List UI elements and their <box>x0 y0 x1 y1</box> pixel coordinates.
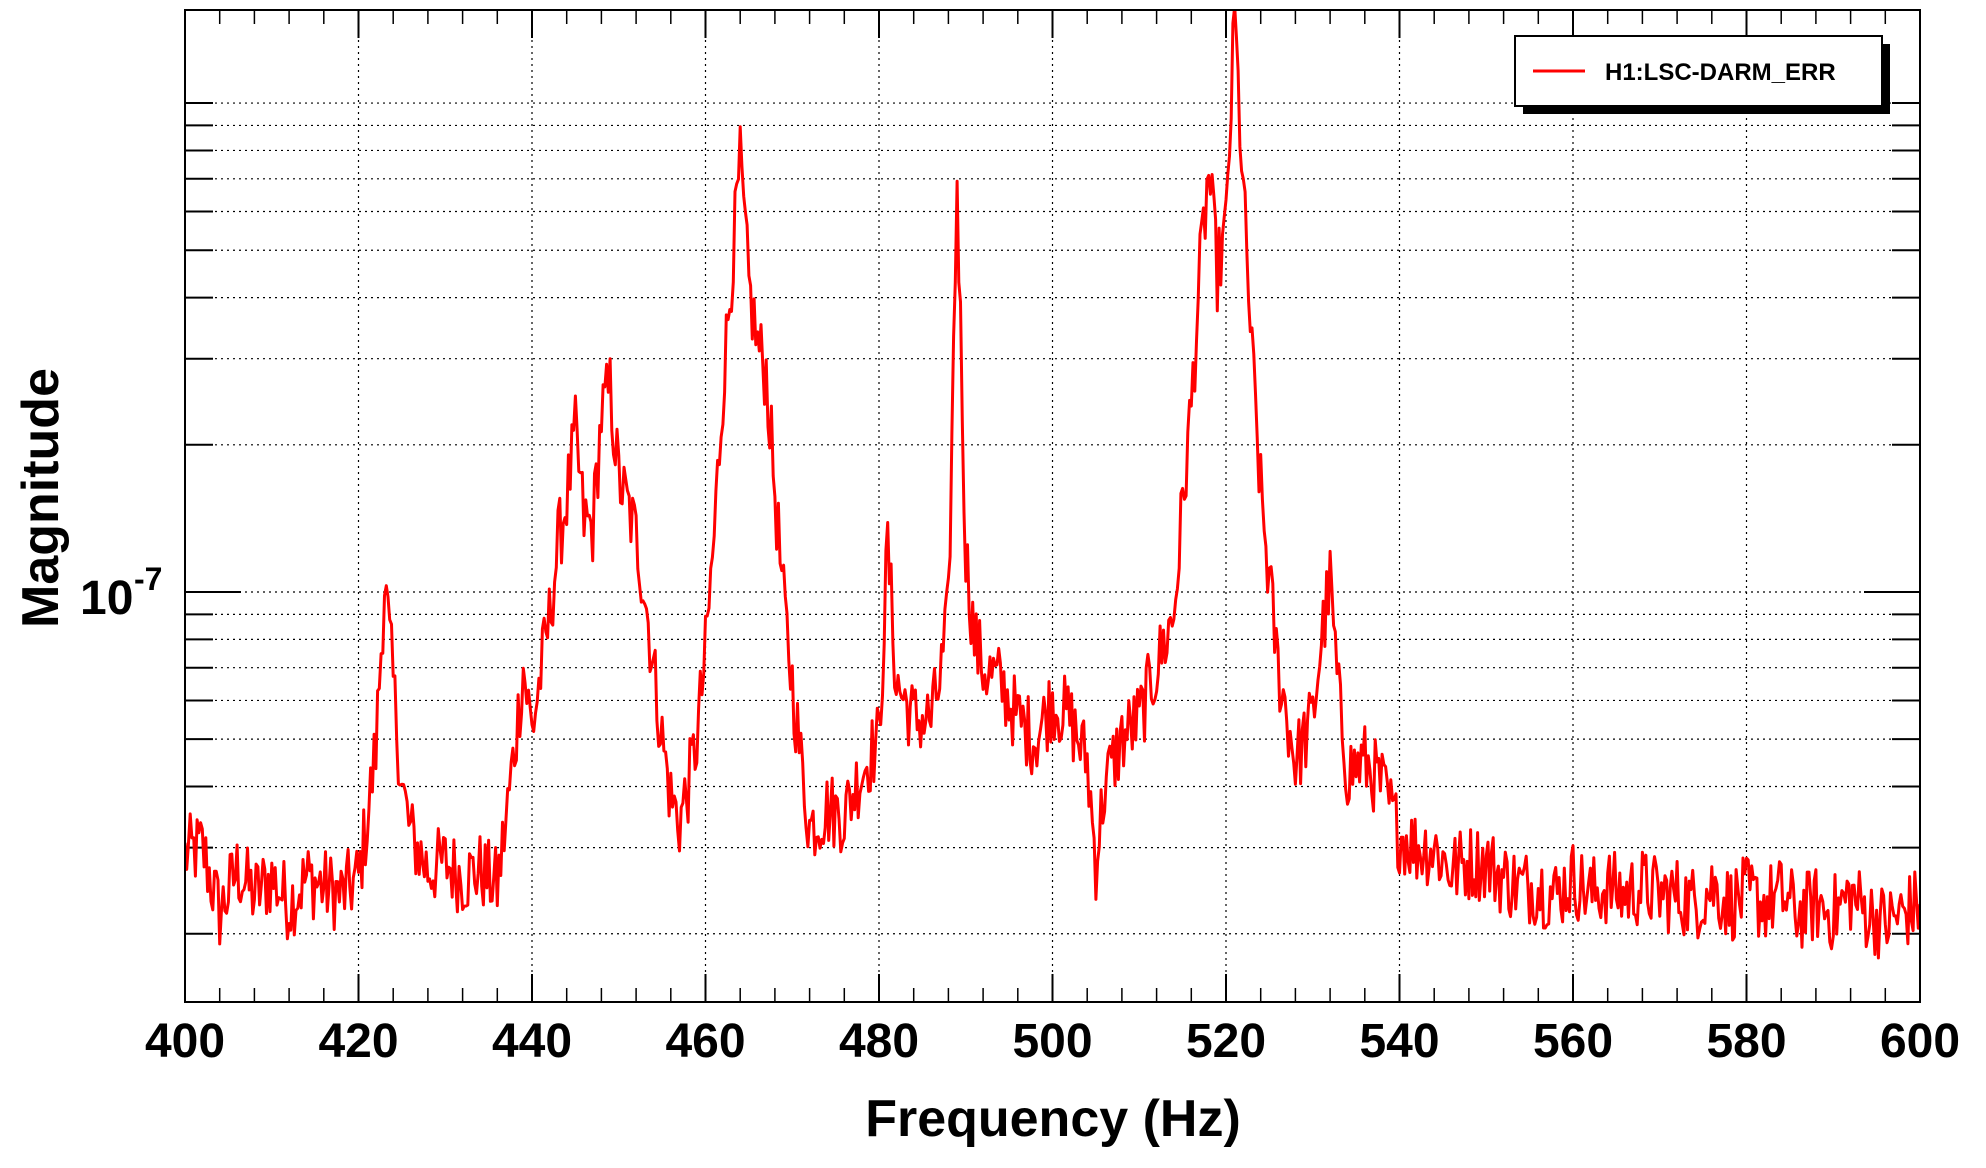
x-tick-label: 480 <box>839 1015 919 1068</box>
x-axis-title: Frequency (Hz) <box>865 1090 1241 1148</box>
grid-layer <box>185 10 1920 1002</box>
x-tick-label: 540 <box>1359 1015 1439 1068</box>
y-tick-label-exponent: -7 <box>134 561 162 597</box>
legend-entry-label: H1:LSC-DARM_ERR <box>1605 59 1836 86</box>
x-tick-label: 460 <box>665 1015 745 1068</box>
x-tick-label: 580 <box>1706 1015 1786 1068</box>
series-line-0 <box>185 10 1920 960</box>
y-tick-label-base: 10 <box>80 572 133 625</box>
x-tick-label: 560 <box>1533 1015 1613 1068</box>
tick-layer <box>184 10 1921 1002</box>
plot-frame <box>184 9 1921 1003</box>
y-axis-title: Magnitude <box>12 368 70 628</box>
x-tick-label: 420 <box>318 1015 398 1068</box>
x-tick-label: 400 <box>145 1015 225 1068</box>
legend: H1:LSC-DARM_ERR <box>1514 35 1890 114</box>
series-layer <box>185 10 1920 960</box>
x-tick-label: 600 <box>1880 1015 1960 1068</box>
x-tick-label: 440 <box>492 1015 572 1068</box>
label-layer: 400 420 440 460 480 500 520 540 560 580 600 10 -7 <box>80 561 1960 1068</box>
x-tick-label: 520 <box>1186 1015 1266 1068</box>
x-tick-label: 500 <box>1012 1015 1092 1068</box>
